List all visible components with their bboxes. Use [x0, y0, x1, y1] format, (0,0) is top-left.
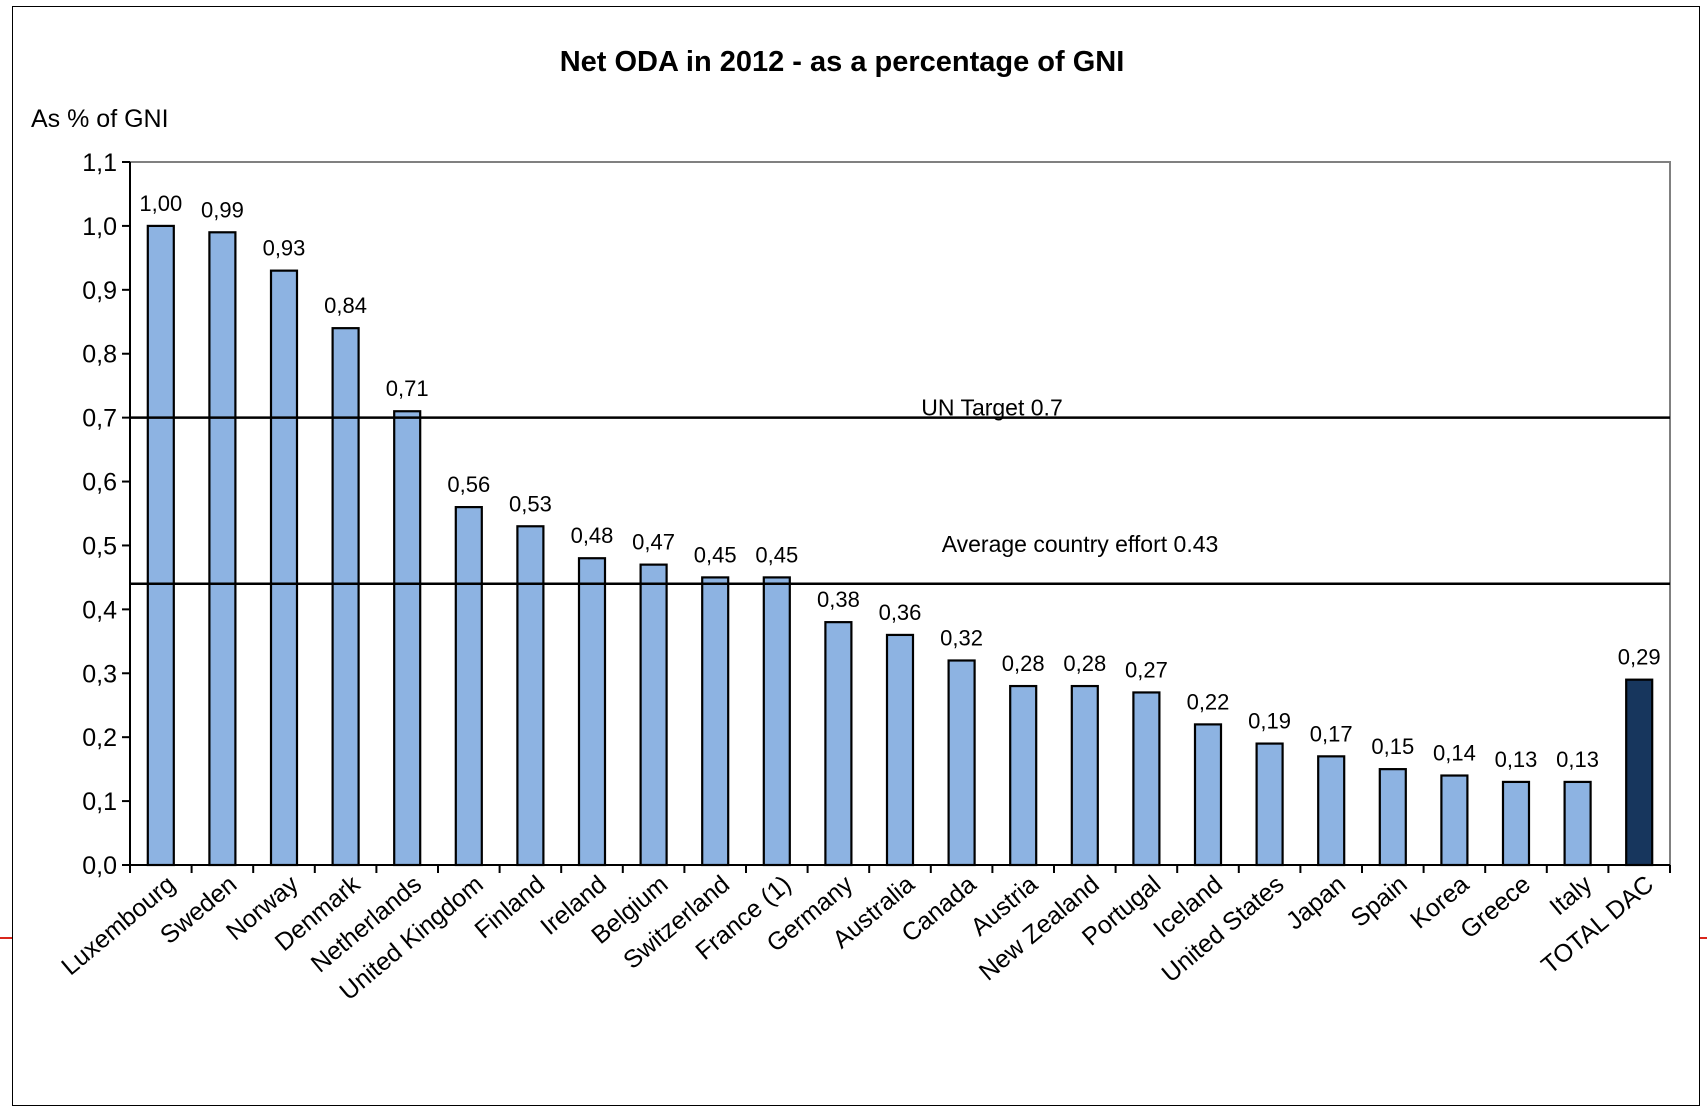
bar — [762, 576, 791, 867]
x-axis: LuxembourgSwedenNorwayDenmarkNetherlands… — [56, 864, 1671, 1006]
y-tick-label: 0,8 — [82, 341, 117, 369]
bar-value-label: 0,27 — [1125, 657, 1168, 682]
x-category-label: Japan — [1281, 870, 1351, 935]
bar — [208, 231, 237, 867]
y-tick-label: 0,1 — [82, 788, 117, 816]
bar — [146, 224, 175, 867]
bar-value-label: 0,99 — [201, 197, 244, 222]
reference-line-label: UN Target 0.7 — [921, 395, 1062, 421]
bar — [1193, 723, 1223, 867]
bar — [947, 659, 976, 867]
y-axis: 0,0 0,1 0,2 0,3 0,4 0,5 0,6 0,7 0,8 0,9 1,0 1,1 — [82, 149, 131, 880]
bar — [1255, 742, 1284, 867]
bar-value-label: 0,15 — [1371, 734, 1414, 759]
y-tick-label: 1,1 — [82, 149, 117, 177]
bar-value-label: 0,28 — [1063, 651, 1106, 676]
bar-value-label: 0,71 — [386, 376, 429, 401]
bar — [269, 269, 299, 867]
bar-value-label: 1,00 — [139, 191, 182, 216]
bar-value-label: 0,36 — [879, 600, 922, 625]
bar — [824, 621, 853, 867]
x-category-label: Greece — [1455, 870, 1536, 944]
bar — [331, 327, 360, 867]
y-tick-label: 0,6 — [82, 469, 117, 497]
bar-value-label: 0,19 — [1248, 709, 1291, 734]
bar — [1317, 755, 1346, 867]
y-tick-label: 0,5 — [82, 532, 117, 560]
bar — [454, 506, 483, 867]
bar-value-label: 0,45 — [755, 542, 798, 567]
bar-value-label: 0,28 — [1002, 651, 1045, 676]
y-tick-label: 0,0 — [82, 852, 117, 880]
x-category-label: Finland — [469, 870, 550, 944]
reference-lines: UN Target 0.7 Average country effort 0.43 — [130, 395, 1670, 586]
y-axis-label: As % of GNI — [31, 105, 169, 133]
bar — [1563, 780, 1592, 867]
bar — [639, 563, 668, 867]
bar-value-label: 0,17 — [1310, 721, 1353, 746]
y-tick-label: 0,2 — [82, 724, 117, 752]
y-tick-label: 0,9 — [82, 277, 117, 305]
bar-value-label: 0,14 — [1433, 741, 1476, 766]
reference-line-label: Average country effort 0.43 — [942, 531, 1219, 557]
bar-value-label: 0,13 — [1556, 747, 1599, 772]
slide-accent-line-left — [0, 937, 14, 939]
bar-value-label: 0,84 — [324, 293, 367, 318]
bar — [1132, 691, 1161, 867]
bar — [885, 633, 915, 867]
bar — [393, 410, 422, 867]
bar — [516, 525, 545, 867]
y-tick-label: 1,0 — [82, 213, 117, 241]
bar-value-label: 0,32 — [940, 625, 983, 650]
bar-value-label: 0,22 — [1187, 689, 1230, 714]
bar-value-label: 0,13 — [1495, 747, 1538, 772]
bar — [1009, 684, 1038, 867]
bar-value-label: 0,45 — [694, 542, 737, 567]
bar-value-label: 0,38 — [817, 587, 860, 612]
bar — [577, 557, 607, 867]
x-category-label: Spain — [1346, 870, 1413, 933]
y-tick-label: 0,3 — [82, 660, 117, 688]
bar — [1440, 774, 1469, 867]
bar-value-label: 0,47 — [632, 530, 675, 555]
x-category-label: TOTAL DAC — [1536, 870, 1659, 980]
bar — [1501, 780, 1531, 867]
y-tick-label: 0,7 — [82, 405, 117, 433]
bar-value-label: 0,56 — [447, 472, 490, 497]
bar — [1378, 768, 1407, 867]
bar — [701, 576, 730, 867]
bar-value-label: 0,53 — [509, 491, 552, 516]
bar-value-label: 0,48 — [571, 523, 614, 548]
bar — [1070, 684, 1099, 867]
chart-title: Net ODA in 2012 - as a percentage of GNI — [560, 46, 1125, 78]
bar — [1625, 678, 1654, 867]
slide-accent-line-right — [1698, 937, 1707, 939]
bar-value-label: 0,93 — [263, 236, 306, 261]
bars-group: 1,00 0,99 0,93 0,84 0,71 0,56 0,53 0,48 0,47 0,45… — [139, 191, 1661, 867]
bar-value-label: 0,29 — [1618, 645, 1661, 670]
y-tick-label: 0,4 — [82, 596, 117, 624]
